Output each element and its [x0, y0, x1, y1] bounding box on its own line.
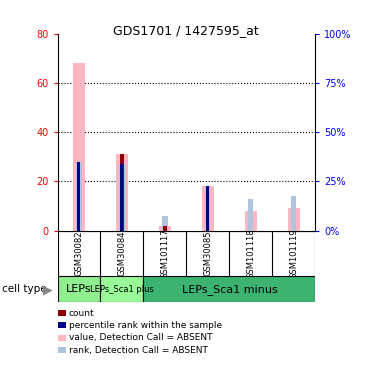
Bar [101, 276, 144, 302]
Text: LEPs: LEPs [66, 284, 92, 294]
Bar [291, 196, 296, 231]
Text: GSM101118: GSM101118 [246, 228, 255, 279]
Text: LEPs_Sca1 minus: LEPs_Sca1 minus [181, 284, 277, 295]
Text: value, Detection Call = ABSENT: value, Detection Call = ABSENT [69, 333, 212, 342]
Bar [76, 162, 82, 231]
Text: percentile rank within the sample: percentile rank within the sample [69, 321, 222, 330]
Bar [248, 199, 253, 231]
Text: GSM101119: GSM101119 [289, 228, 298, 279]
Text: count: count [69, 309, 94, 318]
Text: rank, Detection Call = ABSENT: rank, Detection Call = ABSENT [69, 346, 207, 355]
Bar [202, 186, 214, 231]
Bar [119, 164, 125, 231]
Text: GSM30085: GSM30085 [203, 231, 213, 276]
Bar [206, 186, 209, 231]
Text: GSM30084: GSM30084 [118, 231, 127, 276]
Bar [162, 216, 168, 231]
Text: ▶: ▶ [43, 283, 52, 296]
Bar [121, 164, 124, 231]
Bar [288, 209, 300, 231]
Text: LEPs_Sca1 plus: LEPs_Sca1 plus [90, 285, 154, 294]
Text: cell type: cell type [2, 285, 46, 294]
Bar [159, 226, 171, 231]
Bar [245, 211, 257, 231]
Bar [73, 63, 85, 231]
Bar [163, 226, 167, 231]
Text: GDS1701 / 1427595_at: GDS1701 / 1427595_at [113, 24, 258, 38]
Bar [58, 276, 101, 302]
Bar [120, 154, 124, 231]
Text: GSM30082: GSM30082 [75, 231, 83, 276]
Bar [144, 276, 315, 302]
Bar [116, 154, 128, 231]
Text: GSM101117: GSM101117 [160, 228, 170, 279]
Bar [78, 162, 81, 231]
Bar [205, 186, 210, 231]
